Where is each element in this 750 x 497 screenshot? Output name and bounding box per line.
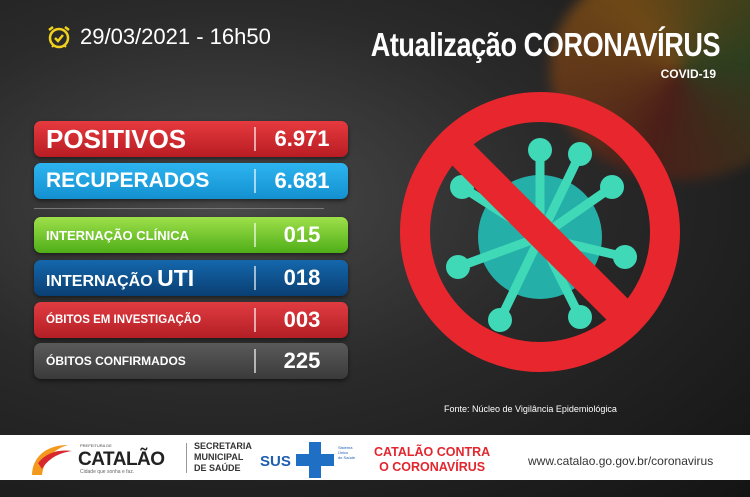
catalao-logo: PREFEITURA DE CATALÃO Cidade que sonha e… bbox=[28, 439, 178, 477]
sus-cross-icon bbox=[296, 442, 334, 478]
website-link[interactable]: www.catalao.go.gov.br/coronavirus bbox=[528, 454, 714, 468]
stat-obitos-confirmados: ÓBITOS CONFIRMADOS 225 bbox=[34, 343, 348, 379]
stat-obitos-investigacao: ÓBITOS EM INVESTIGAÇÃO 003 bbox=[34, 302, 348, 338]
page-title: Atualização CORONAVÍRUS bbox=[370, 26, 721, 63]
stat-positivos: POSITIVOS 6.971 bbox=[34, 121, 348, 157]
divider bbox=[34, 208, 324, 209]
campaign-label: CATALÃO CONTRA O CORONAVÍRUS bbox=[374, 445, 491, 474]
sus-logo: SUS bbox=[260, 453, 291, 470]
datetime-text: 29/03/2021 - 16h50 bbox=[80, 24, 271, 49]
stat-recuperados: RECUPERADOS 6.681 bbox=[34, 163, 348, 199]
update-datetime: 29/03/2021 - 16h50 bbox=[46, 24, 271, 50]
stat-internacao-uti: INTERNAÇÃO UTI 018 bbox=[34, 260, 348, 296]
secretaria-label: SECRETARIA MUNICIPAL DE SAÚDE bbox=[194, 441, 252, 473]
page-subtitle: COVID-19 bbox=[660, 67, 716, 81]
stat-internacao-clinica: INTERNAÇÃO CLÍNICA 015 bbox=[34, 217, 348, 253]
source-note: Fonte: Núcleo de Vigilância Epidemiológi… bbox=[444, 404, 617, 414]
alarm-clock-check-icon bbox=[48, 26, 70, 49]
footer-bar: PREFEITURA DE CATALÃO Cidade que sonha e… bbox=[0, 435, 750, 480]
prohibited-virus-icon bbox=[400, 92, 680, 372]
sus-subtitle: Sistema Único de Saúde bbox=[338, 445, 356, 460]
